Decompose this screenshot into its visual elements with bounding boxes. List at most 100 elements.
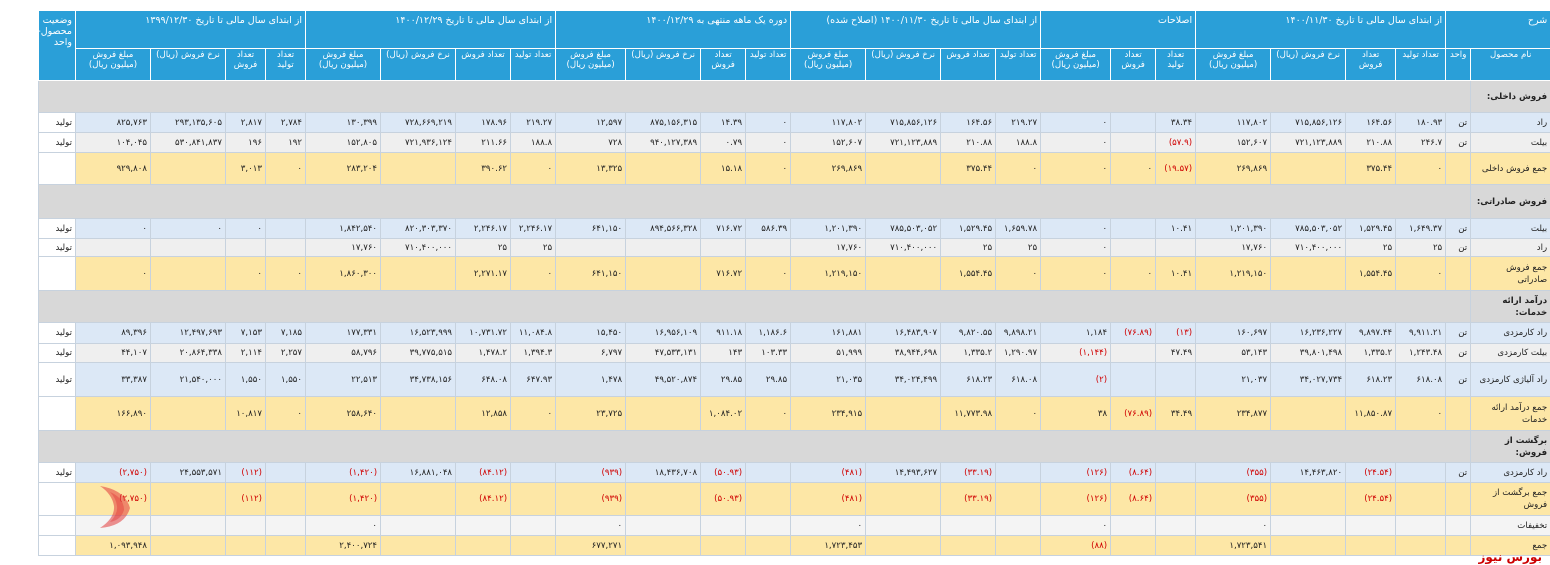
cell: ۱۶۰,۶۹۷: [1195, 322, 1272, 344]
cell: ۲,۴۰۰,۷۲۴: [305, 535, 382, 556]
cell: ۵۳,۱۴۳: [1195, 343, 1272, 363]
cell: ۳۴,۰۲۴,۴۹۹: [865, 362, 942, 397]
cell: ۲۵: [510, 238, 557, 257]
cell: ۱۸۸.۸: [510, 132, 557, 153]
cell: ۲,۲۷۱.۱۷: [455, 256, 512, 291]
cell: ۱۰۴,۰۴۵: [75, 132, 151, 153]
cell: [1445, 396, 1472, 431]
cell: ۶۱۸.۰۸: [995, 362, 1042, 397]
cell: ۱,۳۳۵.۲: [1345, 343, 1397, 363]
cell: تن: [1445, 218, 1472, 239]
column-header: نرخ فروش (ریال): [1270, 48, 1347, 81]
cell: ۷۸۵,۵۰۳,۰۵۲: [865, 218, 942, 239]
cell: [225, 238, 266, 257]
cell: ۱۷۸.۹۶: [455, 112, 512, 133]
cell: ۰: [995, 396, 1042, 431]
cell: ۷۲۸: [555, 132, 627, 153]
cell: ۷,۱۸۵: [264, 322, 307, 344]
column-header: تعداد تولید: [1155, 48, 1197, 81]
cell: ۱,۰۹۳,۹۴۸: [75, 535, 151, 556]
cell: ۷۲۱,۱۲۳,۸۸۹: [1270, 132, 1347, 153]
section-title: فروش داخلی:: [1470, 80, 1550, 113]
row-label: جمع فروش صادراتی: [1470, 256, 1550, 291]
cell: ۳۷۵.۴۴: [940, 152, 997, 185]
cell: ۷,۱۵۳: [225, 322, 266, 344]
cell: [1155, 362, 1197, 397]
cell: ۱,۸۴۲,۵۴۰: [305, 218, 382, 239]
cell: ۱,۲۱۹,۱۵۰: [790, 256, 867, 291]
cell: ۱۷,۷۶۰: [790, 238, 867, 257]
cell: [38, 535, 76, 556]
cell: ۴۴,۱۰۷: [75, 343, 151, 363]
column-header: تعداد فروش: [1345, 48, 1397, 81]
cell: [865, 152, 942, 185]
cell: [264, 535, 307, 556]
cell: ۱۸۸.۸: [995, 132, 1042, 153]
cell: ۲۱۹.۲۷: [995, 112, 1042, 133]
cell: [1445, 515, 1472, 536]
cell: ۱۱,۷۷۳.۹۸: [940, 396, 997, 431]
cell: [225, 515, 266, 536]
cell: (۵۰.۹۳): [700, 482, 747, 516]
cell: [510, 535, 557, 556]
cell: [625, 238, 702, 257]
cell: (۸.۶۴): [1110, 462, 1157, 483]
table-row: ۱۶۶,۸۹۰ ۱۰,۸۱۷ ۰ ۲۵۸,۶۴۰ ۱۲,۸۵۸ ۰ ۲۳,۷۲۵ ۱,۰۸۴.…: [38, 396, 1550, 431]
cell: ۰: [1395, 396, 1447, 431]
cell: ۱۷,۷۶۰: [1195, 238, 1272, 257]
cell: (۷۶.۸۹): [1110, 322, 1157, 344]
cell: (۳۵۵): [1195, 462, 1272, 483]
cell: [1110, 515, 1157, 536]
cell: ۱۱,۰۸۴.۸: [510, 322, 557, 344]
cell: ۲۳,۷۲۵: [555, 396, 627, 431]
cell: [1345, 535, 1397, 556]
cell: ۲۱,۵۴۰,۰۰۰: [150, 362, 226, 397]
column-header: مبلغ فروش (میلیون ریال): [555, 48, 627, 81]
cell: ۳۴,۷۳۸,۱۵۶: [380, 362, 457, 397]
cell: ۷۱۰,۴۰۰,۰۰۰: [380, 238, 457, 257]
cell: ۲۵۸,۶۴۰: [305, 396, 382, 431]
cell: ۱,۴۷۸: [555, 362, 627, 397]
cell: [1155, 482, 1197, 516]
cell: تولید: [38, 343, 76, 363]
cell: [1270, 535, 1347, 556]
cell: [150, 238, 226, 257]
cell: (۳۵۵): [1195, 482, 1272, 516]
cell: ۱,۶۴۹.۳۷: [1395, 218, 1447, 239]
cell: ۸۹,۳۹۶: [75, 322, 151, 344]
cell: (۱,۴۲۰): [305, 482, 382, 516]
row-label: راد آلیاژی کارمزدی: [1470, 362, 1550, 397]
cell: [150, 256, 226, 291]
cell: (۷۶.۸۹): [1110, 396, 1157, 431]
cell: ۱,۲۰۱,۳۹۰: [790, 218, 867, 239]
cell: ۱,۲۰۱,۳۹۰: [1195, 218, 1272, 239]
cell: ۰: [75, 218, 151, 239]
cell: [865, 482, 942, 516]
cell: [1395, 515, 1447, 536]
row-label: راد کارمزدی: [1470, 462, 1550, 483]
cell: ۱۵۲,۸۰۵: [305, 132, 382, 153]
cell: ۰: [225, 256, 266, 291]
cell: ۷۸۵,۵۰۳,۰۵۲: [1270, 218, 1347, 239]
section-fill: [37, 80, 1472, 113]
cell: [1155, 515, 1197, 536]
cell: [264, 238, 307, 257]
section-title: درآمد ارائه خدمات:: [1470, 290, 1550, 323]
cell: ۰: [1040, 238, 1112, 257]
cell: ۱,۵۲۹.۴۵: [940, 218, 997, 239]
cell: ۱,۰۸۴.۰۲: [700, 396, 747, 431]
cell: ۹,۹۱۱.۲۱: [1395, 322, 1447, 344]
cell: ۱۶۴.۵۶: [1345, 112, 1397, 133]
cell: [745, 535, 792, 556]
cell: ۱۷,۷۶۰: [305, 238, 382, 257]
cell: [380, 256, 457, 291]
cell: (۱۳): [1155, 322, 1197, 344]
cell: [264, 515, 307, 536]
cell: ۷۱۶.۷۲: [700, 256, 747, 291]
cell: ۳۹,۷۷۵,۵۱۵: [380, 343, 457, 363]
cell: [380, 535, 457, 556]
table-head: وضعیت محصول- واحد از ابتدای سال مالی تا ت…: [38, 10, 1550, 81]
column-header: تعداد تولید: [264, 48, 307, 81]
column-header: نرخ فروش (ریال): [865, 48, 942, 81]
cell: ۷۱۰,۴۰۰,۰۰۰: [1270, 238, 1347, 257]
